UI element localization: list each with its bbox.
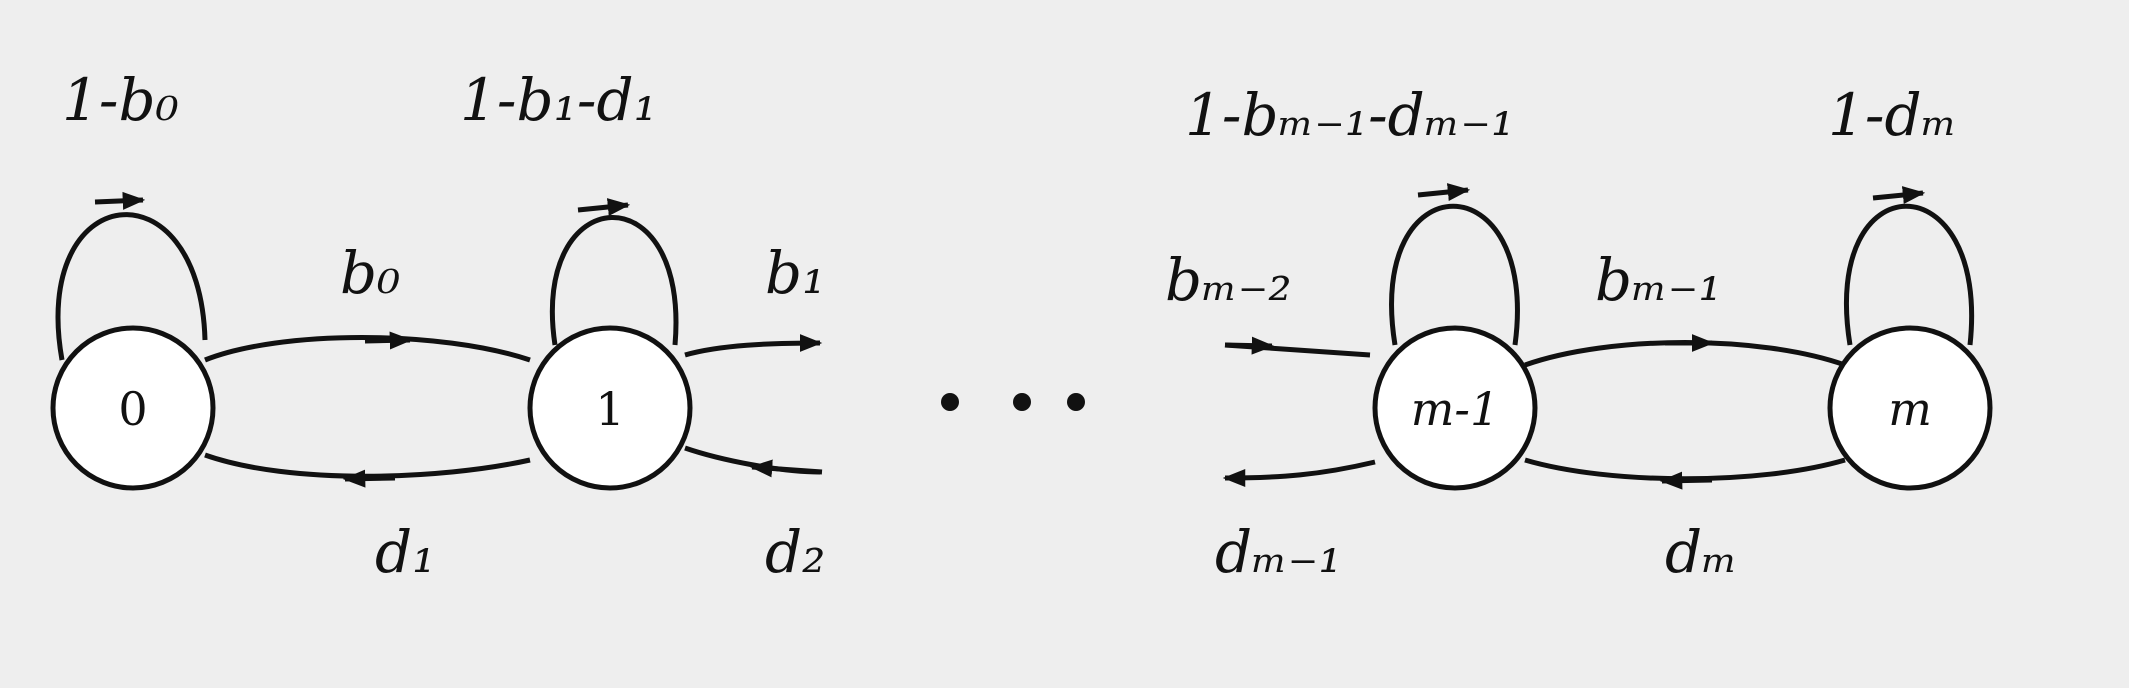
label-b0: b₀ xyxy=(340,239,400,307)
label-self-loop-1: 1-b₁-d₁ xyxy=(460,66,657,134)
edge-m-1-to-dots xyxy=(1222,459,1376,487)
self-loop-m-arrowpart xyxy=(1872,186,1926,204)
self-loop-0 xyxy=(55,212,208,361)
edge-m-1-to-m xyxy=(1524,340,1846,368)
label-self-loop-m: 1-dₘ xyxy=(1828,81,1957,149)
label-self-loop-0: 1-b₀ xyxy=(62,66,179,134)
label-bm2: bₘ₋₂ xyxy=(1165,246,1292,314)
label-self-loop-m-1: 1-bₘ₋₁-dₘ₋₁ xyxy=(1185,81,1514,149)
state-1-label: 1 xyxy=(595,382,624,436)
self-loop-1-arrowpart xyxy=(577,198,631,216)
self-loop-m-1-arrowpart xyxy=(1417,183,1471,201)
label-b1: b₁ xyxy=(765,239,825,307)
edge-m-to-m-1 xyxy=(1524,457,1846,482)
self-loop-m xyxy=(1843,203,1975,346)
state-0: 0 xyxy=(50,325,216,491)
label-bm1: bₘ₋₁ xyxy=(1595,246,1722,314)
edge-m-to-m-1-arrow xyxy=(1659,471,1713,490)
label-d1: d₁ xyxy=(375,518,435,586)
ellipsis xyxy=(941,393,1085,411)
self-loop-1 xyxy=(549,215,679,346)
edge-1-to-0 xyxy=(204,452,531,479)
edge-1-to-0-arrow xyxy=(342,469,396,488)
label-dm1: dₘ₋₁ xyxy=(1215,518,1342,586)
edge-0-to-1 xyxy=(204,335,531,363)
state-m-1-label: m-1 xyxy=(1411,382,1499,436)
state-m-label: m xyxy=(1888,382,1932,436)
edge-dots-to-1-arrow xyxy=(749,459,823,478)
edge-0-to-1-arrow xyxy=(364,331,413,350)
edge-dots-to-m-1-arrow xyxy=(1224,336,1275,355)
state-m: m xyxy=(1827,325,1993,491)
state-1: 1 xyxy=(527,325,693,491)
self-loop-0-arrowpart xyxy=(94,191,146,210)
label-dm: dₘ xyxy=(1665,518,1738,586)
state-0-label: 0 xyxy=(118,382,147,436)
self-loop-m-1 xyxy=(1389,203,1520,346)
edge-1-to-dots xyxy=(684,334,823,358)
state-m-1: m-1 xyxy=(1372,325,1538,491)
label-d2: d₂ xyxy=(765,518,825,586)
